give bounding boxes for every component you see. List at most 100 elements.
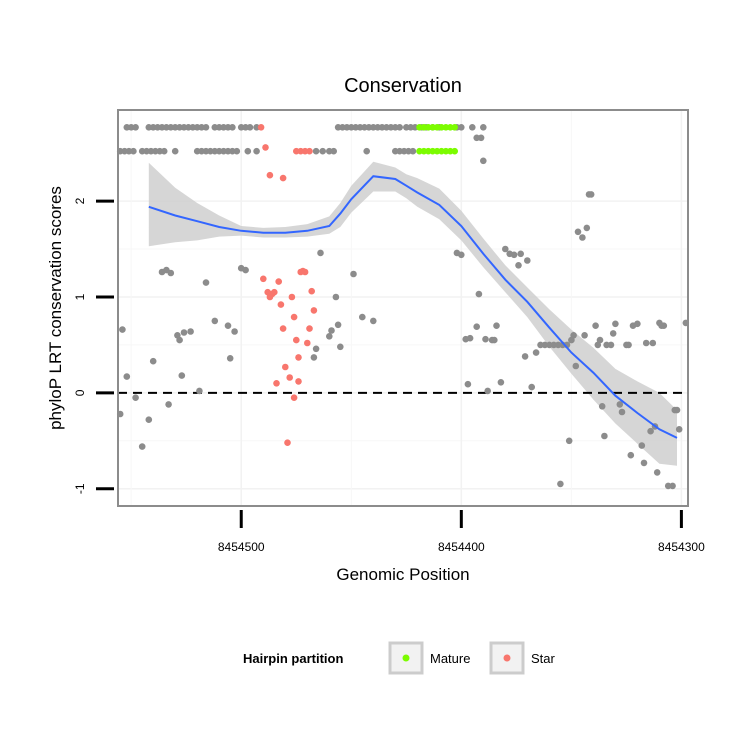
point-star <box>293 336 300 344</box>
point-other <box>517 250 524 258</box>
point-other <box>160 147 168 155</box>
point-other <box>640 459 648 467</box>
point-other <box>202 124 210 131</box>
point-star <box>288 293 296 301</box>
point-other <box>165 401 172 408</box>
point-other <box>326 333 333 340</box>
point-other <box>625 341 632 349</box>
point-other <box>491 336 498 344</box>
smooth-curve <box>148 175 678 439</box>
point-other <box>332 293 340 301</box>
point-other <box>149 357 157 365</box>
point-star <box>310 307 318 314</box>
point-other <box>363 147 371 155</box>
point-other <box>246 124 254 131</box>
point-other <box>317 249 324 257</box>
point-other <box>634 320 641 328</box>
point-other <box>510 251 518 259</box>
point-star <box>290 313 298 321</box>
point-other <box>638 442 646 449</box>
point-other <box>253 147 260 155</box>
y-tick-label: 1 <box>73 293 87 300</box>
point-star <box>290 394 298 402</box>
point-other <box>464 380 472 388</box>
point-other <box>458 124 465 131</box>
point-other <box>587 191 595 198</box>
point-other <box>229 124 236 131</box>
point-star <box>306 147 313 155</box>
axes: -1 0 1 2 8454500 8454400 8454300 <box>73 197 705 554</box>
point-other <box>579 234 586 241</box>
point-other <box>598 403 606 410</box>
point-other <box>328 327 335 334</box>
point-other <box>653 469 661 476</box>
point-other <box>480 157 487 165</box>
point-other <box>557 480 564 488</box>
point-other <box>244 147 252 155</box>
point-other <box>502 245 509 253</box>
point-other <box>187 328 194 335</box>
point-other <box>202 279 210 286</box>
point-other <box>176 336 183 344</box>
point-other <box>312 345 320 353</box>
point-other <box>574 228 582 236</box>
point-other <box>473 323 481 331</box>
point-other <box>601 432 608 440</box>
point-other <box>178 372 186 379</box>
point-star <box>266 171 274 179</box>
point-other <box>138 443 146 450</box>
point-star <box>284 439 291 447</box>
point-other <box>458 251 465 259</box>
point-other <box>350 270 357 278</box>
point-mature <box>451 124 459 131</box>
point-other <box>233 147 241 155</box>
legend: Hairpin partition Mature Star <box>243 641 556 675</box>
point-other <box>660 322 668 330</box>
point-other <box>180 329 188 336</box>
point-other <box>196 387 203 395</box>
point-other <box>532 349 540 356</box>
point-other <box>649 339 657 347</box>
point-other <box>482 335 489 343</box>
point-other <box>570 332 577 339</box>
x-tick-label: 8454400 <box>438 540 485 554</box>
point-other <box>572 362 580 370</box>
legend-title: Hairpin partition <box>243 651 343 666</box>
point-other <box>211 317 219 325</box>
point-mature <box>451 147 459 155</box>
point-other <box>609 330 617 337</box>
point-star <box>308 287 316 295</box>
legend-marker-star <box>503 654 511 662</box>
point-star <box>301 268 309 276</box>
point-other <box>480 124 487 131</box>
point-other <box>145 416 153 424</box>
smooth-curve-layer <box>148 175 678 439</box>
point-other <box>119 326 126 333</box>
point-other <box>319 147 327 155</box>
point-other <box>675 426 683 433</box>
point-other <box>310 354 318 361</box>
point-other <box>592 322 599 330</box>
point-other <box>647 427 654 435</box>
point-other <box>642 339 650 347</box>
point-star <box>277 301 285 308</box>
point-other <box>627 451 635 459</box>
point-other <box>616 401 624 408</box>
point-other <box>524 257 531 264</box>
legend-marker-mature <box>402 654 410 662</box>
point-star <box>295 378 302 385</box>
point-other <box>581 332 588 339</box>
point-other <box>515 262 522 269</box>
point-other <box>565 437 573 445</box>
point-other <box>673 406 681 414</box>
point-star <box>260 275 267 283</box>
point-other <box>477 134 485 142</box>
x-tick-label: 8454300 <box>658 540 705 554</box>
point-other <box>132 124 139 131</box>
point-other <box>231 328 238 335</box>
point-star <box>273 380 280 387</box>
y-axis-title: phyloP LRT conservation scores <box>46 186 65 430</box>
point-other <box>370 317 377 325</box>
point-star <box>275 278 283 285</box>
point-other <box>466 334 474 342</box>
